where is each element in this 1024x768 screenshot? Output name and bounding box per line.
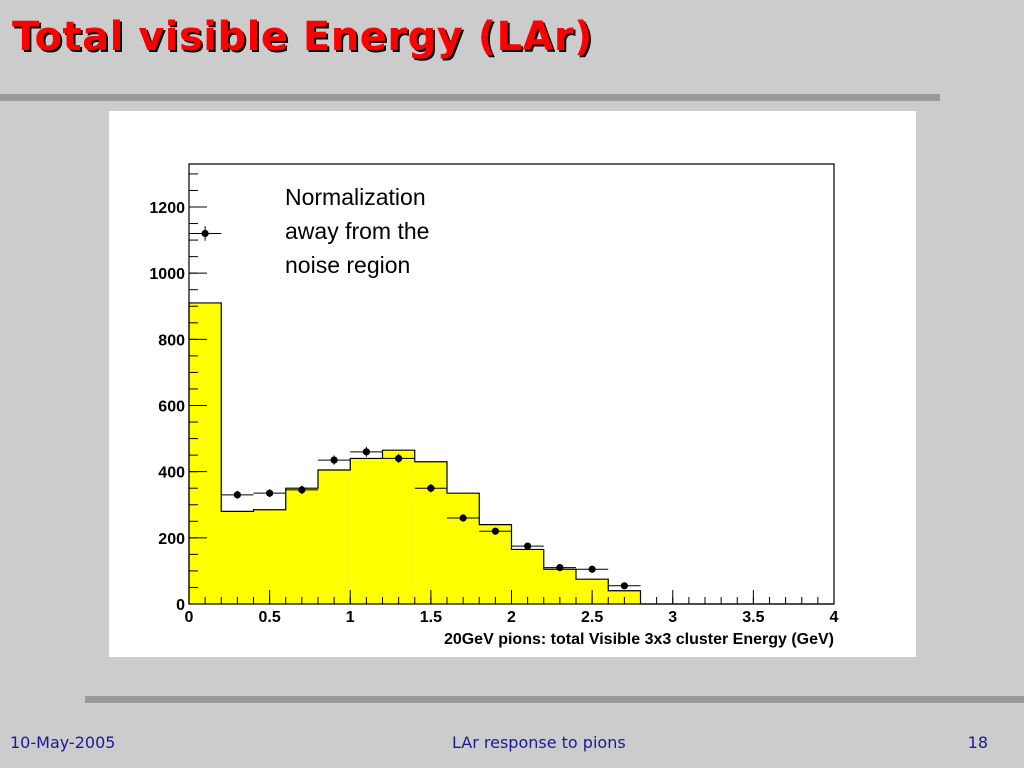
data-point — [543, 564, 576, 572]
page-number: 18 — [967, 733, 988, 752]
title-divider — [0, 94, 940, 101]
data-point — [350, 446, 383, 457]
annotation-line-1: Normalization — [285, 184, 426, 210]
data-marker — [556, 564, 564, 572]
data-point — [479, 527, 512, 535]
annotation-line-3: noise region — [285, 252, 410, 278]
data-point — [511, 542, 544, 550]
x-tick-label: 0 — [185, 609, 194, 626]
x-tick-label: 3.5 — [742, 609, 764, 626]
y-tick-label: 1000 — [149, 266, 185, 283]
data-point — [253, 489, 286, 498]
data-marker — [298, 486, 306, 494]
data-marker — [395, 454, 403, 463]
y-tick-label: 200 — [158, 531, 185, 548]
histogram-bin — [382, 450, 415, 604]
data-point — [608, 582, 641, 590]
data-points — [189, 226, 641, 590]
footer-date: 10-May-2005 — [10, 733, 116, 752]
y-tick-label: 1200 — [149, 200, 185, 217]
footer-presentation-title: LAr response to pions — [452, 733, 626, 752]
data-marker — [233, 491, 241, 499]
y-tick-label: 0 — [176, 597, 185, 614]
data-point — [285, 485, 318, 495]
histogram-panel: 0 0.5 1 1.5 2 2.5 3 3.5 4 0 200 400 600 800 1000 1200 N… — [109, 111, 916, 657]
annotation-line-2: away from the — [285, 218, 429, 244]
x-tick-label: 4 — [830, 609, 839, 626]
data-marker — [524, 542, 532, 550]
x-tick-label: 2.5 — [581, 609, 603, 626]
y-tick-label: 800 — [158, 332, 185, 349]
footer-divider — [85, 696, 1024, 703]
data-point — [576, 565, 609, 573]
data-point — [221, 490, 254, 499]
histogram-bin — [350, 458, 383, 604]
histogram-bin — [221, 511, 254, 604]
y-tick-label: 400 — [158, 465, 185, 482]
histogram-bin — [447, 493, 480, 604]
x-tick-label: 2 — [507, 609, 516, 626]
histogram-bin — [189, 302, 222, 604]
histogram-bin — [479, 524, 512, 604]
data-marker — [362, 448, 370, 456]
histogram-bin — [511, 549, 544, 604]
data-point — [189, 226, 222, 241]
data-marker — [266, 489, 274, 497]
x-tick-label: 0.5 — [259, 609, 281, 626]
axis-ticks: 0 0.5 1 1.5 2 2.5 3 3.5 4 0 200 400 600 800 1000 1200 — [149, 173, 839, 626]
data-marker — [588, 565, 596, 573]
data-point — [382, 453, 415, 464]
data-marker — [491, 527, 499, 535]
histogram-bin — [414, 461, 447, 604]
histogram-bin — [253, 509, 286, 604]
data-marker — [427, 484, 435, 492]
slide-title: Total visible Energy (LAr) — [12, 14, 593, 60]
histogram-chart: 0 0.5 1 1.5 2 2.5 3 3.5 4 0 200 400 600 800 1000 1200 N… — [149, 163, 839, 648]
data-point — [318, 455, 351, 465]
histogram-bin — [285, 488, 318, 604]
x-tick-label: 3 — [668, 609, 677, 626]
data-marker — [459, 514, 467, 522]
data-marker — [201, 229, 209, 238]
histogram-bin — [318, 470, 351, 604]
data-marker — [330, 456, 338, 464]
y-tick-label: 600 — [158, 399, 185, 416]
x-tick-label: 1 — [346, 609, 355, 626]
data-point — [414, 483, 447, 493]
histogram-bars — [188, 302, 834, 605]
x-axis-title: 20GeV pions: total Visible 3x3 cluster E… — [444, 631, 834, 648]
data-marker — [620, 582, 628, 590]
x-tick-label: 1.5 — [420, 609, 442, 626]
data-point — [447, 514, 480, 522]
